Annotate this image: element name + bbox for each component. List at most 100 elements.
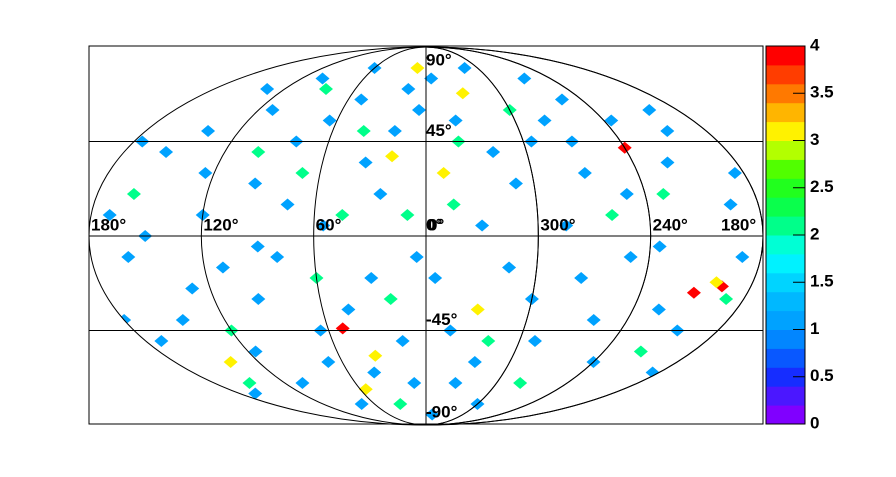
cell: [368, 349, 383, 362]
cell: [412, 104, 427, 116]
color-band: [766, 253, 805, 274]
cell: [651, 303, 666, 316]
cell: [642, 104, 657, 116]
cell: [446, 198, 461, 211]
color-band: [766, 310, 805, 330]
cell: [502, 261, 517, 274]
lon-tick-label: 60°: [316, 215, 342, 234]
cell: [709, 276, 724, 289]
cell: [719, 293, 734, 305]
lat-tick-label: -90°: [426, 402, 458, 421]
cell: [559, 219, 574, 232]
lon-tick-label: 180°: [91, 215, 126, 234]
cell: [185, 282, 200, 295]
cell: [537, 114, 552, 127]
color-band: [766, 405, 805, 425]
lon-tick-label: 120°: [203, 215, 238, 234]
color-band: [766, 83, 805, 104]
cell: [436, 167, 451, 179]
color-band: [766, 272, 805, 293]
cell: [619, 188, 634, 200]
cell: [270, 251, 285, 263]
cell: [424, 72, 439, 85]
cell: [321, 356, 336, 368]
cell: [385, 150, 400, 163]
cell: [574, 272, 589, 284]
cell: [508, 177, 523, 190]
cell: [455, 87, 470, 100]
grid: [88, 46, 764, 426]
cell: [335, 322, 350, 335]
cell: [159, 146, 174, 158]
z-tick-label: 0.5: [810, 366, 834, 385]
cell: [295, 377, 310, 389]
z-tick-label: 2: [810, 224, 819, 243]
cell: [322, 114, 337, 127]
cell: [251, 293, 266, 305]
lon-grid-line: [425, 46, 539, 426]
cell: [652, 240, 667, 253]
cell: [316, 219, 331, 232]
cell: [354, 93, 369, 106]
cell: [410, 62, 425, 74]
lat-tick-label: 0°: [426, 215, 442, 234]
cell: [486, 146, 501, 158]
cell: [604, 114, 619, 127]
cell: [250, 240, 265, 253]
color-band: [766, 348, 805, 368]
cell: [102, 209, 117, 221]
cell: [367, 366, 382, 379]
cell: [126, 188, 141, 200]
color-band: [766, 159, 805, 179]
z-tick-label: 1: [810, 319, 819, 338]
labels: 90°45°0°-45°-90°180° 120° 60° 0° 300° 240° 180…: [91, 50, 756, 421]
color-band: [766, 291, 805, 312]
cell: [400, 209, 415, 221]
z-tick-label: 4: [810, 35, 820, 54]
cell: [457, 62, 472, 74]
cell: [660, 125, 675, 137]
cell: [248, 177, 263, 190]
color-band: [766, 46, 805, 66]
cell: [154, 335, 169, 347]
cell: [175, 314, 190, 326]
cell: [723, 198, 738, 211]
cell: [248, 345, 263, 358]
cell: [215, 261, 230, 274]
cell: [364, 272, 379, 284]
cell: [448, 114, 463, 127]
cell: [623, 251, 638, 263]
color-band: [766, 102, 805, 123]
z-tick-label: 3: [810, 130, 819, 149]
cell: [407, 377, 422, 389]
cell: [280, 198, 295, 211]
lon-tick-label: 180°: [721, 215, 756, 234]
color-band: [766, 386, 805, 406]
color-band: [766, 197, 805, 217]
color-band: [766, 329, 805, 349]
cell: [260, 83, 275, 95]
cell: [470, 303, 485, 316]
cell: [554, 93, 569, 106]
cell: [373, 188, 388, 200]
z-tick-label: 0: [810, 413, 819, 432]
cell: [481, 335, 496, 347]
cell: [395, 335, 410, 347]
cell: [577, 167, 592, 179]
lon-grid-line: [425, 46, 652, 426]
cells: [102, 62, 750, 421]
z-tick-label: 3.5: [810, 83, 834, 102]
cell: [198, 167, 213, 179]
color-band: [766, 121, 805, 141]
cell: [242, 377, 257, 389]
lon-tick-label: 300°: [540, 215, 575, 234]
cell: [428, 272, 443, 284]
cell: [467, 356, 482, 368]
lon-tick-label: 240°: [653, 215, 688, 234]
cell: [475, 219, 490, 232]
color-band: [766, 140, 805, 160]
cell: [341, 303, 356, 316]
z-tick-label: 1.5: [810, 272, 834, 291]
cell: [513, 377, 528, 389]
cell: [448, 377, 463, 389]
